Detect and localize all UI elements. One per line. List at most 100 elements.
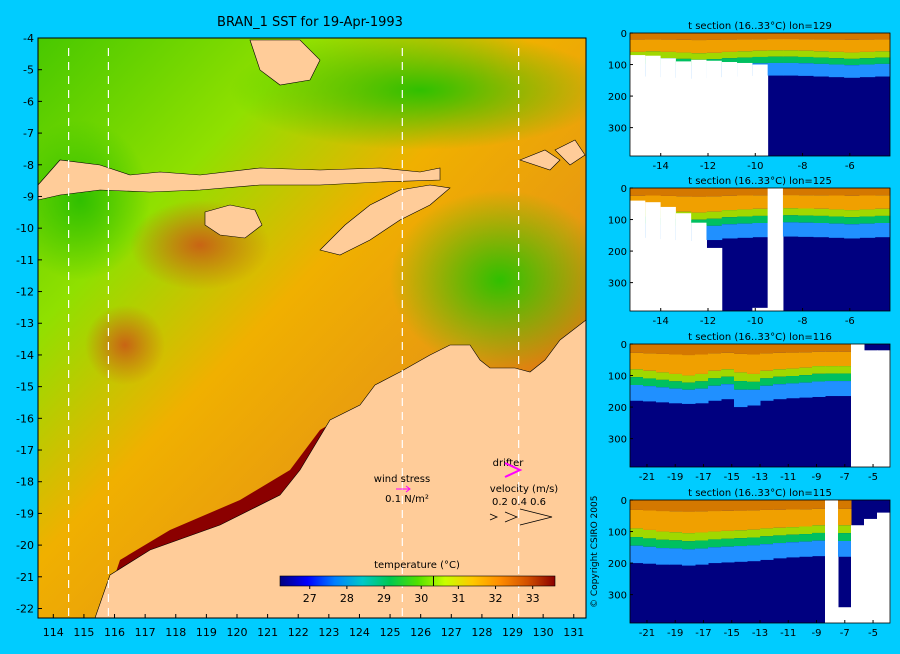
section-warm-surface (656, 344, 670, 354)
colorbar-tick-label: 32 (489, 592, 503, 605)
section-mid-thermocline (695, 540, 709, 549)
section-mid-thermocline (874, 215, 891, 224)
map-y-tick-label: -9 (23, 190, 34, 203)
section-mid-thermocline (643, 538, 657, 547)
section-lower-thermocline (721, 224, 738, 239)
section-mixed-layer (838, 351, 852, 367)
section-mid-thermocline (752, 215, 769, 224)
section-mixed-layer (645, 39, 662, 52)
section-mid-thermocline (828, 58, 845, 65)
section-y-tick-label: 200 (608, 559, 627, 570)
section-mid-thermocline (721, 217, 738, 225)
section-lower-thermocline (630, 385, 644, 401)
section-upper-thermocline (737, 209, 753, 217)
section-warm-surface (675, 33, 692, 40)
section-lower-thermocline (773, 543, 787, 559)
section-x-tick-label: -17 (695, 472, 711, 483)
section-seafloor (645, 202, 662, 311)
section-warm-surface (813, 33, 830, 40)
wind-stress-value: 0.1 N/m² (385, 494, 429, 505)
section-mixed-layer (708, 511, 722, 532)
section-seafloor (691, 59, 707, 156)
section-warm-surface (798, 188, 815, 196)
section-lower-thermocline (813, 63, 830, 77)
section-upper-thermocline (721, 51, 738, 59)
section-lower-thermocline (708, 385, 722, 401)
section-mixed-layer (813, 195, 830, 209)
section-lower-thermocline (760, 385, 774, 401)
section-warm-surface (747, 500, 761, 511)
section-y-tick-label: 100 (608, 216, 627, 227)
section-upper-thermocline (721, 530, 735, 539)
section-lower-thermocline (695, 548, 709, 565)
section-upper-thermocline (675, 52, 692, 59)
section-x-tick-label: -21 (639, 472, 655, 483)
section-upper-thermocline (660, 51, 677, 59)
section-x-tick-label: -15 (724, 472, 740, 483)
section-upper-thermocline (844, 52, 860, 59)
section-upper-thermocline (782, 208, 799, 216)
map-x-tick-label: 115 (73, 626, 94, 639)
section-x-tick-label: -19 (667, 472, 683, 483)
section-mixed-layer (812, 351, 826, 367)
section-y-tick-label: 200 (608, 92, 627, 103)
section-mixed-layer (630, 509, 644, 529)
land-flores-chain (38, 159, 441, 201)
section-warm-surface (630, 344, 644, 353)
map-x-tick-label: 130 (533, 626, 554, 639)
section-mixed-layer (838, 508, 852, 526)
section-mixed-layer (812, 508, 826, 526)
section-upper-thermocline (708, 370, 722, 379)
section-mixed-layer (675, 196, 692, 212)
section-warm-surface (630, 500, 644, 510)
section-upper-thermocline (721, 210, 738, 218)
section-panel: t section (16..33°C) lon=125 -14 -12 -10 -8 -… (608, 176, 891, 327)
section-lower-thermocline (859, 223, 876, 238)
map-y-tick-label: -5 (23, 64, 34, 77)
section-upper-thermocline (760, 528, 774, 537)
section-y-tick-label: 100 (608, 528, 627, 539)
map-y-tick-label: -10 (16, 222, 34, 235)
section-mixed-layer (682, 511, 696, 534)
section-x-tick-label: -8 (798, 316, 808, 327)
map-y-tick-label: -12 (16, 286, 34, 299)
land-timor (319, 184, 451, 256)
section-upper-thermocline (859, 51, 876, 59)
section-mid-thermocline (773, 535, 787, 544)
section-upper-thermocline (643, 529, 657, 539)
section-warm-surface (708, 344, 722, 354)
map-y-tick-label: -14 (16, 349, 34, 362)
section-upper-thermocline (844, 210, 860, 218)
section-warm-surface (828, 188, 845, 196)
section-seafloor (660, 206, 677, 311)
section-lower-thermocline (682, 389, 696, 404)
section-mixed-layer (760, 353, 774, 371)
section-upper-thermocline (825, 366, 839, 374)
section-lower-thermocline (695, 388, 709, 404)
drifter-arrow-icon (504, 462, 523, 478)
section-warm-surface (859, 188, 876, 196)
section-upper-thermocline (813, 51, 830, 58)
section-mid-thermocline (767, 56, 784, 63)
section-y-tick-label: 0 (621, 496, 627, 507)
section-seafloor (825, 500, 839, 623)
section-upper-thermocline (737, 51, 753, 58)
section-mixed-layer (630, 39, 646, 52)
map-y-tick-label: -4 (23, 32, 34, 45)
section-mixed-layer (760, 509, 774, 529)
sst-green-region-north (230, 38, 586, 150)
section-mixed-layer (721, 195, 738, 211)
section-y-tick-label: 300 (608, 279, 627, 290)
section-upper-thermocline (734, 530, 748, 539)
section-mid-thermocline (859, 216, 876, 224)
section-mid-thermocline (669, 540, 683, 549)
section-mixed-layer (786, 509, 800, 528)
section-mixed-layer (782, 39, 799, 51)
section-warm-surface (734, 344, 748, 354)
section-mid-thermocline (721, 376, 735, 385)
section-upper-thermocline (773, 527, 787, 536)
section-lower-thermocline (859, 64, 876, 78)
section-warm-surface (645, 33, 662, 40)
section-upper-thermocline (643, 370, 657, 379)
